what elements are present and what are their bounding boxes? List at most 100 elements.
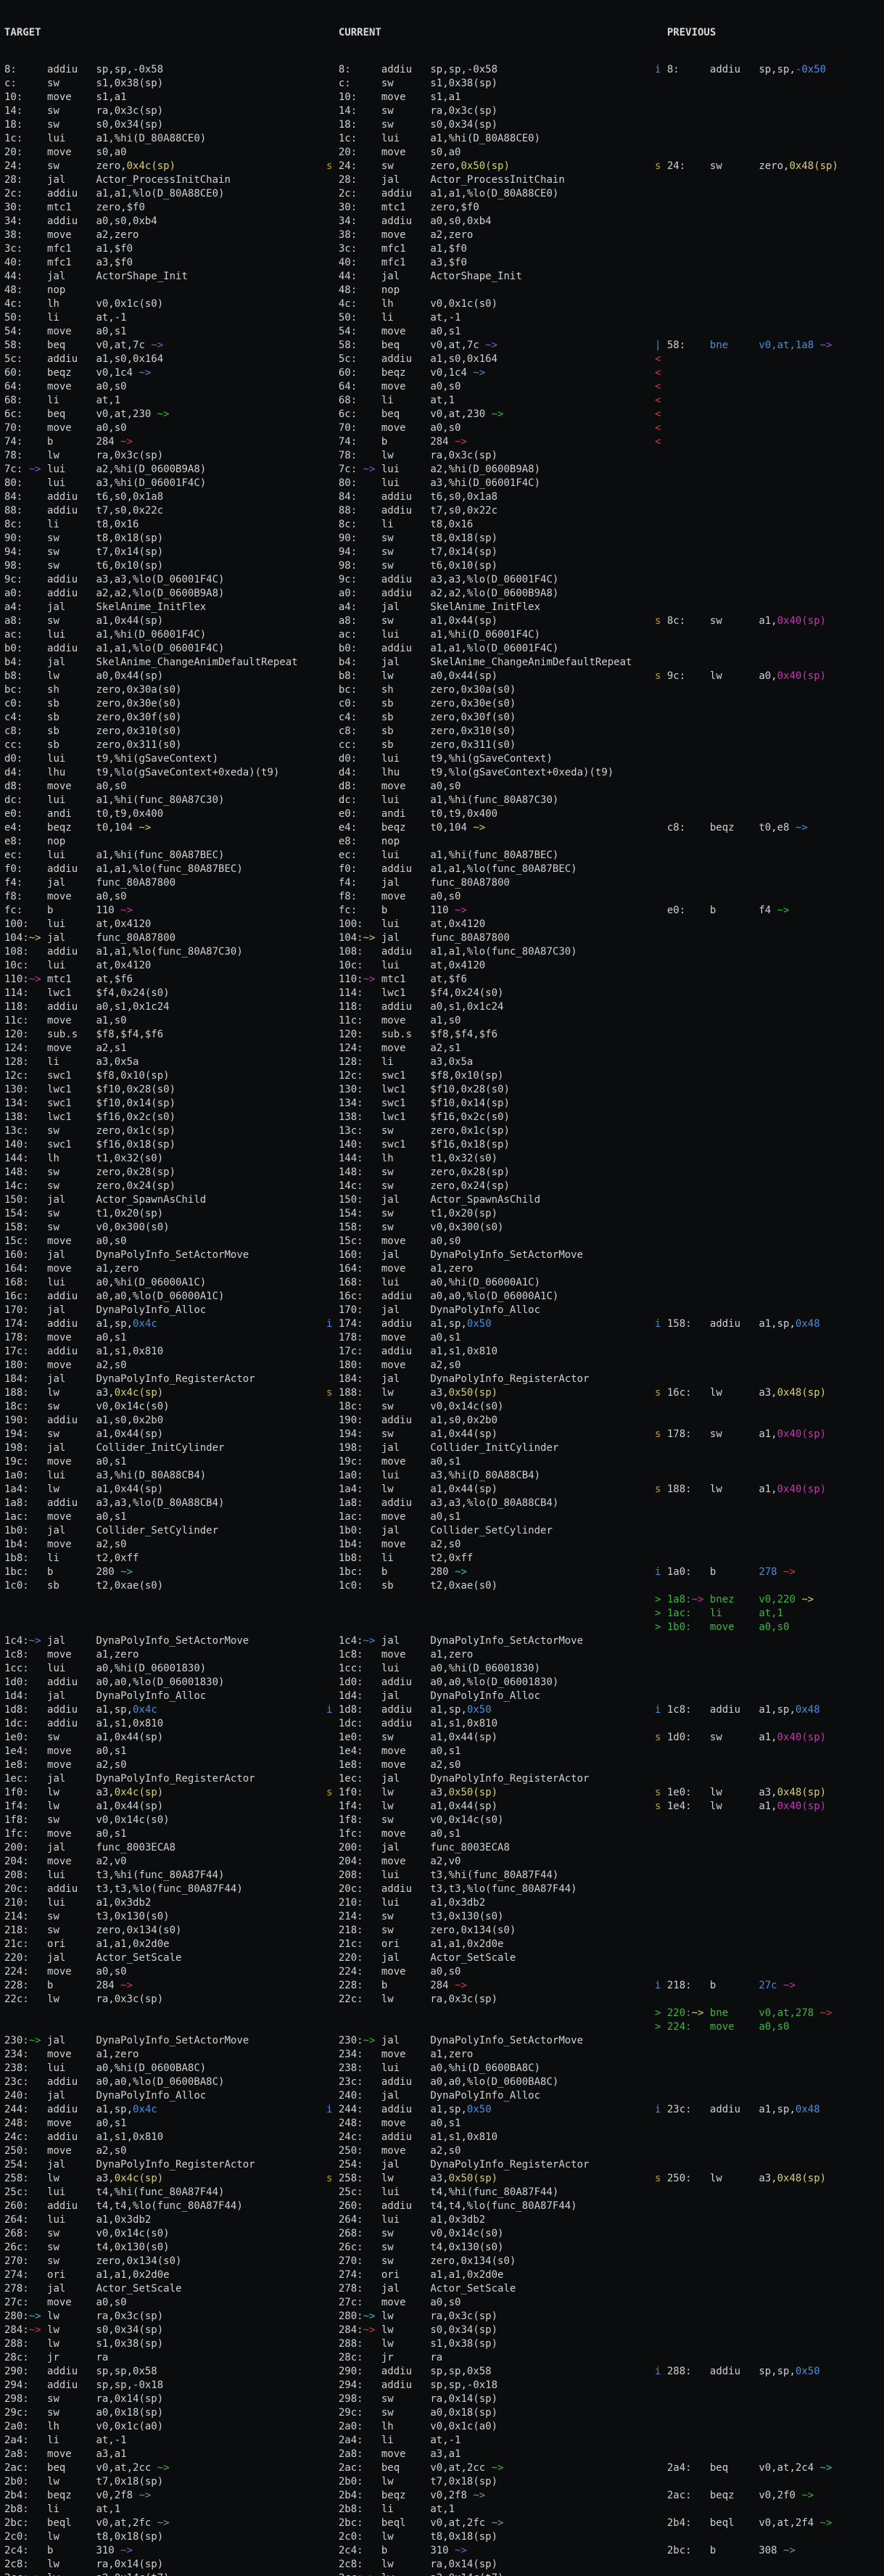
asm-token: addiu: [709, 64, 759, 75]
asm-token: [29, 436, 47, 448]
asm-token: 240:: [338, 2090, 363, 2102]
previous-row-2a4: 2a4: beq v0,at,2c4 ~>: [655, 2461, 838, 2475]
asm-token: e8:: [4, 836, 29, 847]
asm-token: [29, 2145, 47, 2157]
target-row-270: 270: sw zero,0x134(s0): [4, 2255, 298, 2268]
asm-token: [29, 2076, 47, 2088]
previous-row-blank-152: [655, 2158, 838, 2172]
asm-token: jal: [381, 601, 431, 613]
asm-token: Collider_InitCylinder: [96, 1442, 225, 1454]
asm-token: [29, 1966, 47, 1978]
asm-token: 1f8:: [338, 1814, 363, 1826]
asm-token: 284: [96, 436, 115, 448]
asm-token: a0,s1: [96, 326, 127, 337]
asm-token: 10:: [338, 91, 363, 103]
asm-token: [363, 808, 381, 820]
previous-header: PREVIOUS: [655, 26, 838, 40]
asm-token: 1b4:: [338, 1539, 363, 1550]
asm-token: a3,%hi(D_06001F4C): [96, 477, 207, 489]
target-row-64: 64: move a0,s0: [4, 380, 298, 394]
asm-token: 0x40(sp): [777, 670, 827, 682]
asm-token: 218:: [338, 1925, 363, 1936]
asm-token: jal: [47, 271, 96, 282]
asm-token: 184:: [338, 1373, 363, 1385]
asm-token: [661, 395, 666, 406]
asm-token: [363, 574, 381, 585]
current-row-2a8: 2a8: move a3,a1: [326, 2448, 632, 2461]
asm-token: [326, 105, 339, 117]
asm-token: 28c:: [338, 2352, 363, 2363]
previous-row-blank-162: [655, 2296, 838, 2310]
asm-token: 7c:: [338, 464, 363, 475]
asm-token: [29, 91, 47, 103]
asm-token: [29, 712, 47, 723]
asm-token: a3,: [96, 2173, 115, 2184]
current-row-cc: cc: sb zero,0x311(s0): [326, 738, 632, 752]
previous-row-blank-155: [655, 2200, 838, 2213]
target-row-128: 128: li a3,0x5a: [4, 1055, 298, 1069]
target-row-a4: a4: jal SkelAnime_InitFlex: [4, 601, 298, 614]
asm-token: 12c:: [4, 1070, 29, 1082]
asm-token: jal: [381, 1304, 431, 1316]
previous-row-blank-116: [655, 1662, 838, 1676]
asm-token: lwc1: [47, 1111, 96, 1123]
asm-token: 70:: [4, 422, 29, 434]
asm-token: ~>: [814, 2007, 833, 2019]
current-row-204: 204: move a2,v0: [326, 1855, 632, 1869]
asm-token: ~>: [814, 340, 833, 351]
asm-token: func_8003ECA8: [430, 1842, 510, 1853]
asm-token: Actor_SetScale: [96, 1952, 182, 1964]
asm-token: ra,0x3c(sp): [430, 1993, 498, 2005]
asm-token: [29, 64, 47, 75]
current-row-20c: 20c: addiu t3,t3,%lo(func_80A87F44): [326, 1882, 632, 1896]
asm-token: a3,a3,%lo(D_80A88CB4): [96, 1497, 225, 1509]
current-row-29c: 29c: sw a0,0x18(sp): [326, 2406, 632, 2420]
current-row-270: 270: sw zero,0x134(s0): [326, 2255, 632, 2268]
asm-token: sw: [381, 532, 431, 544]
asm-token: d8:: [338, 781, 363, 792]
asm-token: [326, 257, 339, 268]
asm-token: zero,0x28(sp): [430, 1166, 510, 1178]
asm-token: [363, 2421, 381, 2432]
asm-token: addiu: [47, 2104, 96, 2115]
asm-token: [363, 119, 381, 131]
asm-token: v0,0x300(s0): [430, 1222, 504, 1233]
current-row-28c: 28c: jr ra: [326, 2351, 632, 2365]
current-row-228: 228: b 284 ~>: [326, 1979, 632, 1993]
asm-token: a0,%hi(D_0600BA8C): [96, 2062, 207, 2074]
previous-row-blank-64: [655, 945, 838, 959]
asm-token: 6c:: [4, 408, 29, 420]
asm-token: [326, 147, 339, 158]
asm-token: 2ac:: [338, 2462, 363, 2474]
asm-token: ra,0x3c(sp): [430, 2310, 498, 2322]
asm-token: [326, 2572, 339, 2576]
asm-token: [363, 2366, 381, 2377]
asm-token: sw: [381, 1911, 431, 1922]
asm-token: a3,0x5a: [430, 1056, 474, 1068]
asm-token: at,-1: [96, 312, 127, 324]
current-row-2cc: 2cc:~> lw a2,0x14c(t7): [326, 2572, 632, 2576]
asm-token: [326, 2503, 339, 2515]
asm-token: lw: [47, 2173, 96, 2184]
asm-token: [29, 615, 47, 627]
previous-row-blank-143: [655, 2034, 838, 2048]
asm-token: cc:: [338, 739, 363, 751]
asm-token: 9c:: [338, 574, 363, 585]
asm-token: [661, 670, 666, 682]
asm-token: a1,s1,0x810: [96, 1346, 164, 1357]
target-row-f4: f4: jal func_80A87800: [4, 876, 298, 890]
asm-token: ra: [96, 2352, 109, 2363]
asm-token: [692, 822, 710, 834]
current-row-108: 108: addiu a1,a1,%lo(func_80A87C30): [326, 945, 632, 959]
target-row-24: 24: sw zero,0x4c(sp): [4, 160, 298, 173]
target-row-274: 274: ori a1,a1,0x2d0e: [4, 2268, 298, 2282]
asm-token: li: [381, 519, 431, 530]
asm-token: jal: [47, 1952, 96, 1964]
target-row-100: 100: lui at,0x4120: [4, 918, 298, 931]
asm-token: beqz: [381, 2490, 431, 2501]
asm-token: addiu: [47, 2131, 96, 2143]
asm-token: a1,%hi(func_80A87BEC): [430, 849, 559, 861]
asm-token: [326, 2310, 339, 2322]
current-row-48: 48: nop: [326, 284, 632, 297]
previous-row-blank-36: [655, 559, 838, 573]
